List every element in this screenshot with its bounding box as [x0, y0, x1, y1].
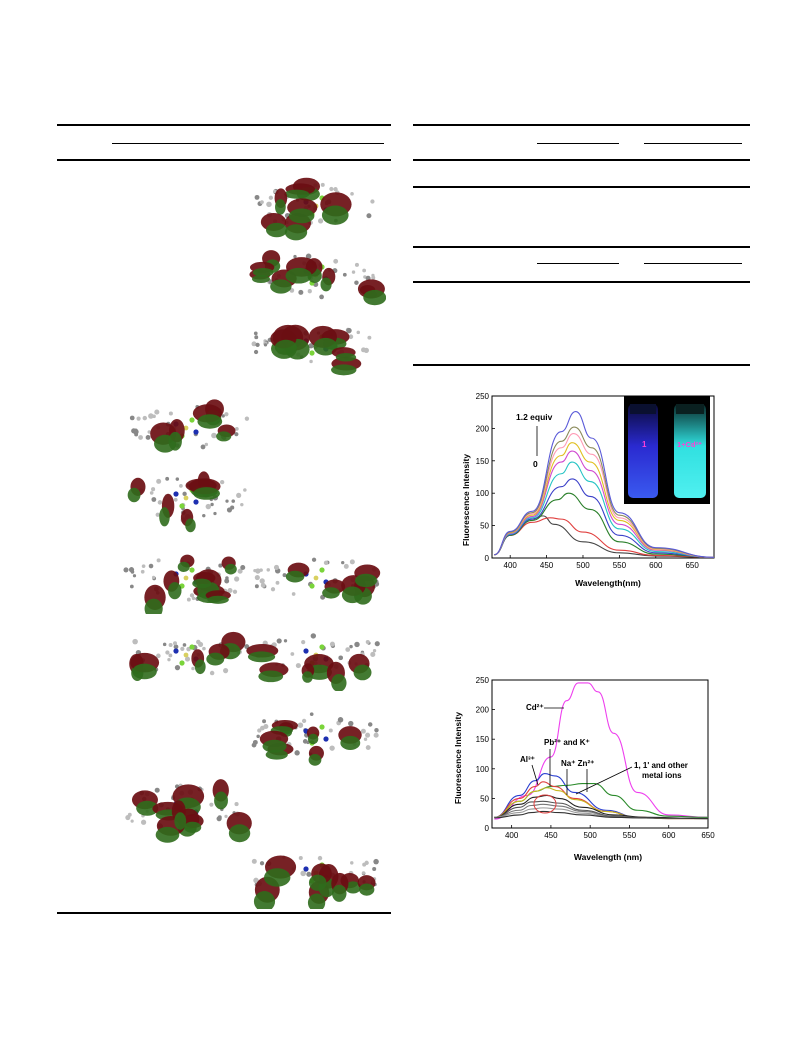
chart2-red-circle — [533, 794, 557, 814]
series-line-9 — [494, 810, 709, 820]
annotation-pbk: Pb²⁺ and K⁺ — [544, 738, 590, 747]
orbital-image-r10c2 — [251, 855, 379, 909]
orbital-image-r8c2 — [251, 712, 379, 766]
orbital-lobes — [249, 250, 386, 306]
orbital-lobes — [253, 855, 376, 909]
y-tick-label: 250 — [476, 392, 490, 401]
left-table-bottom-rule — [57, 912, 391, 914]
orbital-lobes — [129, 631, 246, 681]
right-table1-sub-rule-a — [537, 143, 619, 144]
chart1-inset-photo: 1 1+Cd²⁺ — [624, 396, 710, 504]
y-tick-label: 150 — [476, 735, 490, 744]
right-table2-sub-rule-b — [644, 263, 742, 264]
annotation-others-1: 1, 1' and other — [634, 761, 688, 770]
orbital-image-r6c2 — [253, 557, 381, 605]
orbital-image-r7c1 — [129, 631, 250, 681]
right-table2-bottom-rule — [413, 364, 750, 366]
y-tick-label: 200 — [476, 424, 490, 433]
annotation-al: Al³⁺ — [520, 755, 535, 764]
left-table-sub-rule — [112, 143, 384, 144]
orbital-image-r6c1 — [123, 554, 246, 614]
orbital-lobes — [259, 720, 362, 766]
chart2-axes — [491, 679, 709, 829]
orbital-image-r7c2 — [246, 633, 380, 691]
right-table2-header-rule — [413, 281, 750, 283]
x-tick-label: 500 — [584, 831, 598, 840]
x-tick-label: 550 — [613, 561, 627, 570]
series-line-1 — [494, 772, 708, 820]
x-tick-label: 650 — [701, 831, 715, 840]
annotation-nazn: Na⁺ Zn²⁺ — [561, 759, 594, 768]
right-table2-top-rule — [413, 246, 750, 248]
series-line-0 — [494, 682, 709, 820]
y-tick-label: 150 — [476, 457, 490, 466]
orbital-image-r9c1 — [125, 779, 252, 843]
y-tick-label: 0 — [485, 554, 490, 563]
chart1-tick-labels: 400 450 500 550 600 650 0 50 100 150 200 250 — [476, 392, 700, 570]
orbital-image-r1c2 — [254, 177, 375, 241]
y-tick-label: 0 — [485, 824, 490, 833]
x-tick-label: 500 — [576, 561, 590, 570]
left-table-header-rule — [57, 159, 391, 161]
orbital-lobes — [150, 399, 236, 453]
annotation-cd: Cd²⁺ — [526, 703, 544, 712]
y-tick-label: 200 — [476, 706, 490, 715]
series-line-5 — [494, 794, 709, 820]
orbital-lobes — [285, 562, 381, 605]
orbital-lobes — [260, 177, 352, 241]
orbital-lobes — [270, 324, 362, 376]
y-tick-label: 250 — [476, 676, 490, 685]
annotation-others-arrow — [575, 766, 633, 795]
y-tick-label: 100 — [476, 489, 490, 498]
chart1-xlabel: Wavelength(nm) — [575, 578, 641, 588]
fluorescence-titration-chart: 400 450 500 550 600 650 0 50 100 150 200 250 Fluore… — [461, 392, 715, 588]
x-tick-label: 600 — [649, 561, 663, 570]
chart1-annotation-bottom: 0 — [533, 459, 538, 469]
y-tick-label: 100 — [476, 765, 490, 774]
right-table1-bottom-rule — [413, 186, 750, 188]
x-tick-label: 650 — [685, 561, 699, 570]
plot-frame — [491, 395, 715, 559]
orbital-image-r5c1 — [127, 471, 247, 533]
chart2-tick-labels: 400 450 500 550 600 650 0 50 100 150 200 250 — [476, 676, 716, 840]
y-tick-label: 50 — [480, 522, 489, 531]
chart1-ylabel: Fluorescence Intensity — [461, 454, 471, 546]
chart2-series — [494, 682, 709, 820]
left-table-top-rule — [57, 124, 391, 126]
orbital-image-r4c1 — [129, 399, 250, 453]
x-tick-label: 600 — [662, 831, 676, 840]
metal-ion-selectivity-chart: 400 450 500 550 600 650 0 50 100 150 200 250 Fluore… — [453, 676, 716, 862]
right-table1-header-rule — [413, 159, 750, 161]
x-tick-label: 550 — [623, 831, 637, 840]
chart2-ylabel: Fluorescence Intensity — [453, 712, 463, 804]
orbital-lobes — [127, 471, 221, 533]
chart1-series — [494, 411, 715, 558]
series-line-9 — [494, 411, 715, 558]
annotation-al-arrow — [531, 764, 539, 786]
annotation-others-2: metal ions — [642, 771, 682, 780]
y-tick-label: 50 — [480, 794, 489, 803]
inset-label-right: 1+Cd²⁺ — [677, 440, 702, 449]
chart2-xlabel: Wavelength (nm) — [574, 852, 642, 862]
orbital-image-r2c2 — [249, 250, 386, 306]
right-table1-sub-rule-b — [644, 143, 742, 144]
inset-label-left: 1 — [642, 440, 647, 449]
right-table1-top-rule — [413, 124, 750, 126]
plot-frame — [491, 679, 709, 829]
molecule-skeleton — [123, 558, 246, 602]
x-tick-label: 400 — [505, 831, 519, 840]
orbital-lobes — [144, 554, 237, 614]
x-tick-label: 450 — [544, 831, 558, 840]
chart1-axes — [491, 395, 715, 559]
x-tick-label: 400 — [504, 561, 518, 570]
x-tick-label: 450 — [540, 561, 554, 570]
right-table2-sub-rule-a — [537, 263, 619, 264]
orbital-lobes — [131, 779, 252, 843]
orbital-lobes — [246, 643, 372, 691]
orbital-image-r3c2 — [251, 324, 372, 376]
chart1-annotation-top: 1.2 equiv — [516, 412, 553, 422]
